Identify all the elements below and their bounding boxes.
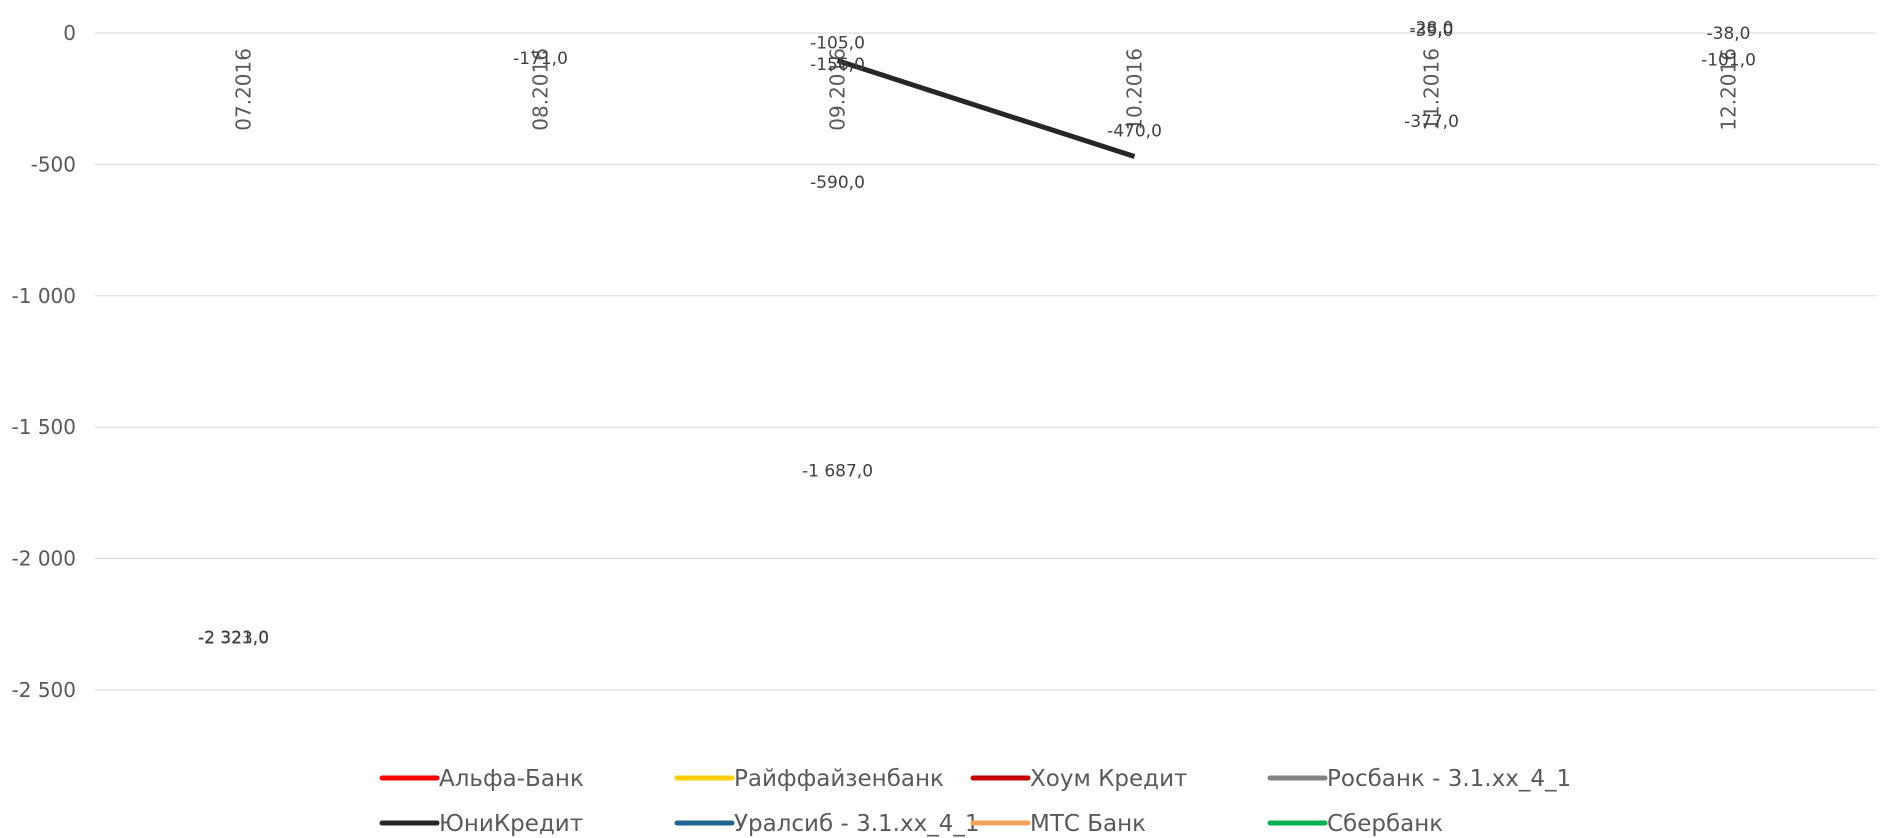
data-label: -2 323,0 bbox=[198, 628, 269, 648]
y-tick-label: 0 bbox=[63, 21, 76, 45]
legend-item[interactable]: Сбербанк bbox=[1267, 811, 1443, 837]
x-axis-ticks: 07.2016 08.2016 09.2016 10.2016 11.2016 12.20… bbox=[232, 48, 1741, 131]
legend-item[interactable]: Хоум Кредит bbox=[970, 766, 1187, 792]
legend-label: Райффайзенбанк bbox=[734, 766, 944, 792]
data-label: -470,0 bbox=[1107, 122, 1162, 142]
y-tick-label: -500 bbox=[31, 152, 76, 176]
gridlines bbox=[95, 32, 1877, 691]
y-tick-label: -1 000 bbox=[12, 284, 76, 308]
x-tick-label: 11.2016 bbox=[1420, 48, 1444, 131]
data-label: -171,0 bbox=[513, 49, 568, 69]
x-tick-label: 08.2016 bbox=[529, 48, 553, 131]
data-label: -377,0 bbox=[1404, 112, 1459, 132]
legend-label: Сбербанк bbox=[1327, 811, 1443, 837]
y-axis-ticks: 0 -500 -1 000 -1 500 -2 000 -2 500 bbox=[12, 21, 76, 702]
legend-label: Уралсиб - 3.1.xx_4_1 bbox=[734, 811, 980, 837]
series-lines bbox=[836, 58, 1136, 159]
data-labels: -2 321,0-2 323,0 -171,0 -105,0-156,0 -590,0… bbox=[198, 18, 1756, 648]
y-tick-label: -2 000 bbox=[12, 547, 76, 571]
data-label: -105,0 bbox=[810, 34, 865, 54]
data-label: -156,0 bbox=[810, 55, 865, 75]
data-label: -28,0 bbox=[1410, 18, 1454, 38]
legend-label: ЮниКредит bbox=[439, 811, 583, 837]
legend-item[interactable]: Райффайзенбанк bbox=[674, 766, 944, 792]
legend-item[interactable]: Альфа-Банк bbox=[379, 766, 584, 792]
legend-label: Росбанк - 3.1.xx_4_1 bbox=[1327, 766, 1571, 792]
legend-item[interactable]: Росбанк - 3.1.xx_4_1 bbox=[1267, 766, 1571, 792]
series-line bbox=[836, 58, 1136, 159]
x-tick-label: 12.2016 bbox=[1717, 48, 1741, 131]
legend-label: МТС Банк bbox=[1030, 811, 1146, 837]
y-tick-label: -1 500 bbox=[12, 415, 76, 439]
y-tick-label: -2 500 bbox=[12, 678, 76, 702]
x-tick-label: 07.2016 bbox=[232, 48, 256, 131]
data-label: -38,0 bbox=[1707, 24, 1751, 44]
legend-label: Хоум Кредит bbox=[1030, 766, 1187, 792]
legend-label: Альфа-Банк bbox=[439, 766, 584, 792]
data-label: -2 321,0 bbox=[198, 628, 269, 648]
data-label: -590,0 bbox=[810, 173, 865, 193]
legend-item[interactable]: ЮниКредит bbox=[379, 811, 583, 837]
data-label: -1 687,0 bbox=[802, 461, 873, 481]
data-label: -39,0 bbox=[1410, 21, 1454, 41]
legend-item[interactable]: МТС Банк bbox=[970, 811, 1146, 837]
data-label: -101,0 bbox=[1701, 51, 1756, 71]
legend[interactable]: Альфа-Банк Райффайзенбанк Хоум Кредит Росба… bbox=[379, 766, 1571, 837]
legend-item[interactable]: Уралсиб - 3.1.xx_4_1 bbox=[674, 811, 980, 837]
x-tick-label: 10.2016 bbox=[1123, 48, 1147, 131]
